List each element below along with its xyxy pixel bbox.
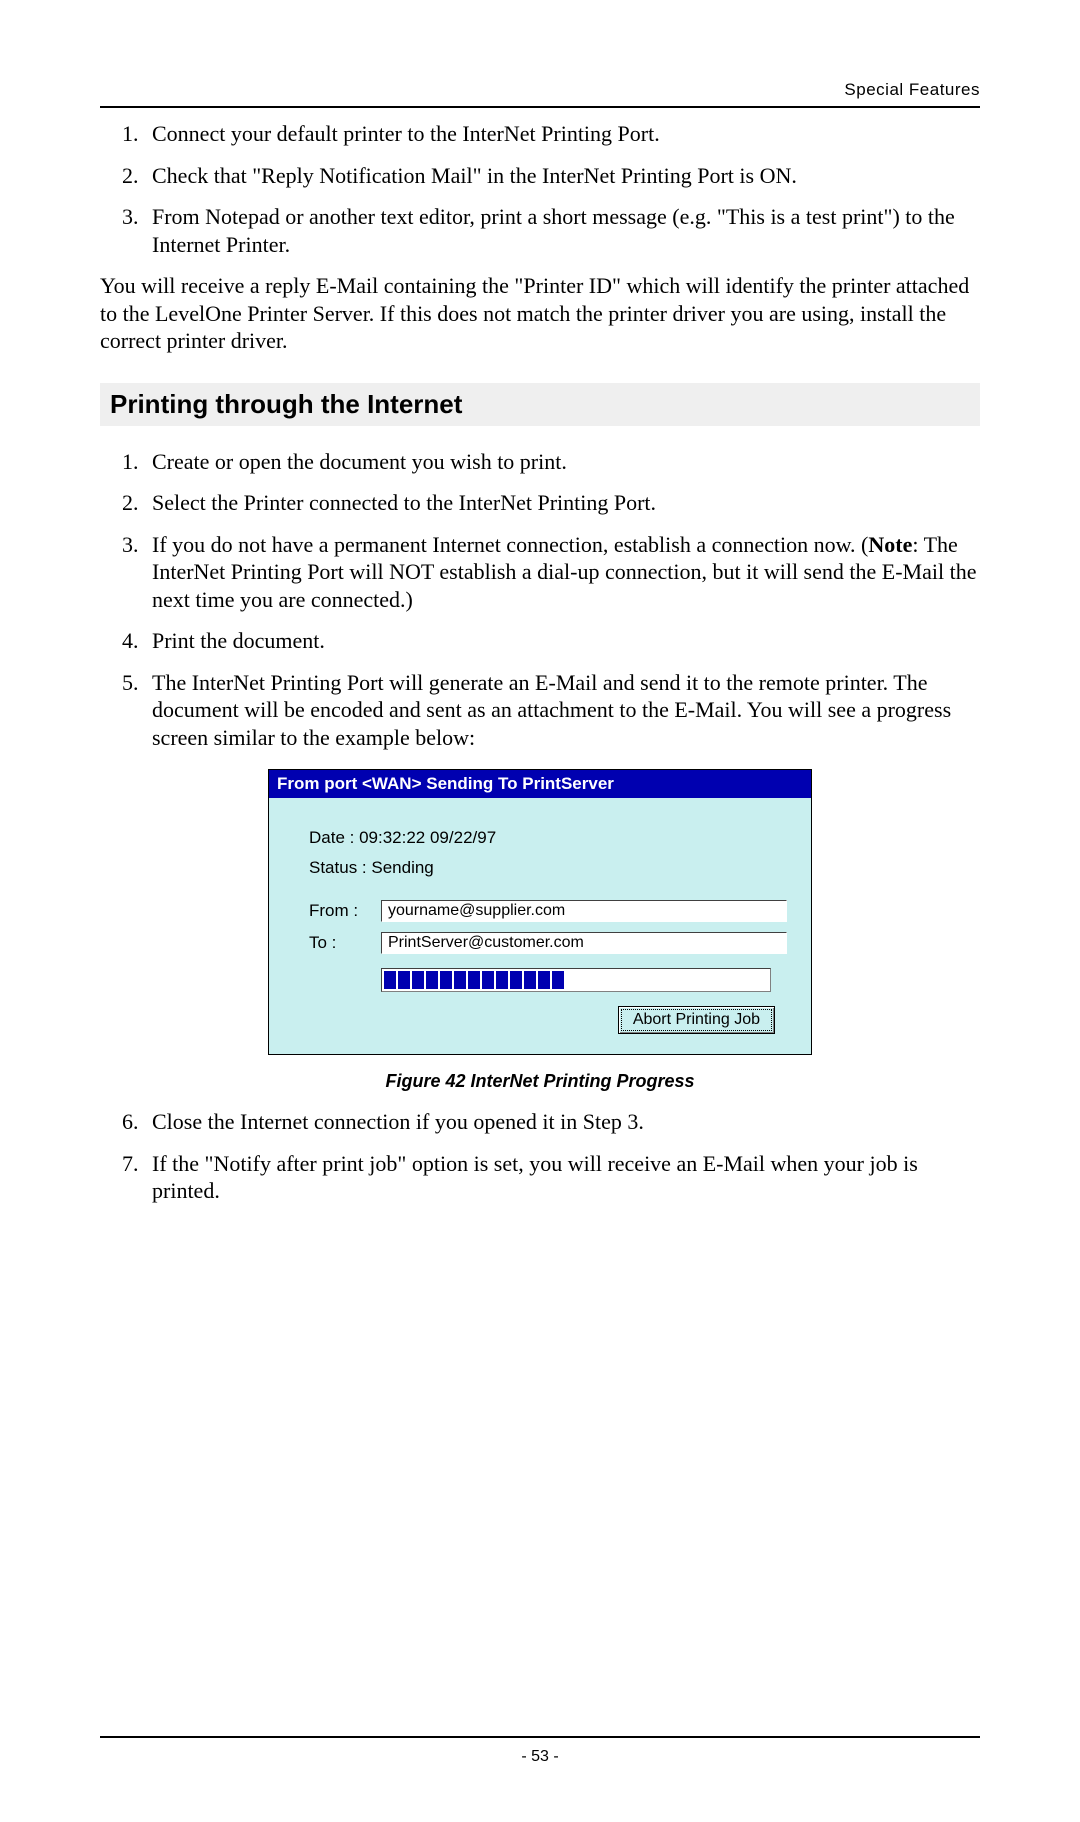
- from-input[interactable]: [381, 900, 787, 922]
- to-input[interactable]: [381, 932, 787, 954]
- intro-paragraph: You will receive a reply E-Mail containi…: [100, 272, 980, 355]
- dialog-status-line: Status : Sending: [309, 858, 787, 878]
- page-footer: - 53 -: [100, 1736, 980, 1766]
- progress-segment: [412, 971, 424, 989]
- steps-list-a: Create or open the document you wish to …: [100, 448, 980, 752]
- top-rule: [100, 106, 980, 108]
- dialog-date-line: Date : 09:32:22 09/22/97: [309, 828, 787, 848]
- progress-bar: [381, 968, 771, 992]
- section-heading: Printing through the Internet: [100, 383, 980, 426]
- header-section-label: Special Features: [100, 80, 980, 106]
- progress-segment: [496, 971, 508, 989]
- page-content: Special Features Connect your default pr…: [0, 0, 1080, 1279]
- progress-segment: [482, 971, 494, 989]
- intro-item: Check that "Reply Notification Mail" in …: [144, 162, 980, 190]
- step3-pre: If you do not have a permanent Internet …: [152, 532, 868, 557]
- intro-list: Connect your default printer to the Inte…: [100, 120, 980, 258]
- dialog-to-row: To :: [309, 932, 787, 954]
- step-item: Select the Printer connected to the Inte…: [144, 489, 980, 517]
- bottom-rule: [100, 1736, 980, 1738]
- abort-button[interactable]: Abort Printing Job: [618, 1006, 775, 1034]
- figure-wrap: From port <WAN> Sending To PrintServer D…: [100, 769, 980, 1055]
- figure-caption: Figure 42 InterNet Printing Progress: [100, 1071, 980, 1092]
- progress-segment: [552, 971, 564, 989]
- progress-segment: [398, 971, 410, 989]
- step-item: Close the Internet connection if you ope…: [144, 1108, 980, 1136]
- dialog-from-row: From :: [309, 900, 787, 922]
- progress-segment: [426, 971, 438, 989]
- step3-note-label: Note: [868, 532, 912, 557]
- progress-segment: [538, 971, 550, 989]
- abort-row: Abort Printing Job: [309, 1006, 787, 1034]
- progress-segment: [384, 971, 396, 989]
- step-item: The InterNet Printing Port will generate…: [144, 669, 980, 752]
- progress-segment: [454, 971, 466, 989]
- steps-list-b: Close the Internet connection if you ope…: [100, 1108, 980, 1205]
- intro-item: Connect your default printer to the Inte…: [144, 120, 980, 148]
- progress-segment: [440, 971, 452, 989]
- progress-dialog: From port <WAN> Sending To PrintServer D…: [268, 769, 812, 1055]
- page-number: - 53 -: [100, 1748, 980, 1766]
- progress-segment: [510, 971, 522, 989]
- dialog-body: Date : 09:32:22 09/22/97 Status : Sendin…: [269, 798, 811, 1054]
- step-item: Print the document.: [144, 627, 980, 655]
- progress-segment: [524, 971, 536, 989]
- to-label: To :: [309, 933, 381, 953]
- intro-item: From Notepad or another text editor, pri…: [144, 203, 980, 258]
- progress-segment: [468, 971, 480, 989]
- step-item: If the "Notify after print job" option i…: [144, 1150, 980, 1205]
- from-label: From :: [309, 901, 381, 921]
- dialog-titlebar: From port <WAN> Sending To PrintServer: [269, 770, 811, 798]
- step-item: Create or open the document you wish to …: [144, 448, 980, 476]
- step-item: If you do not have a permanent Internet …: [144, 531, 980, 614]
